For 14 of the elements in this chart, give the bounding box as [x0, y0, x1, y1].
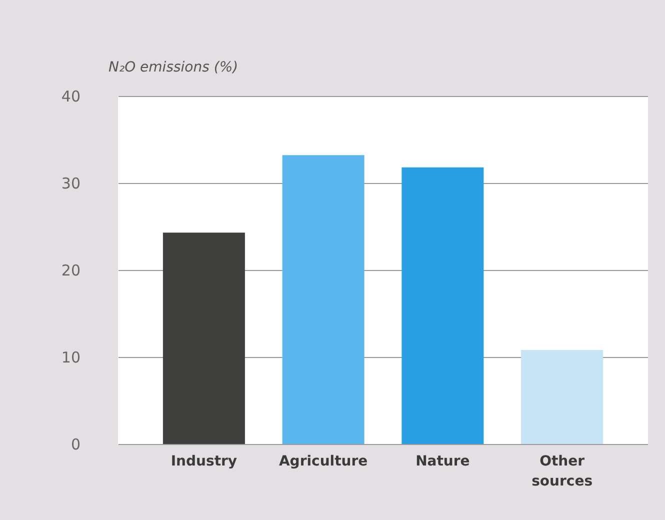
x-tick-label: Other sources	[532, 454, 593, 490]
y-tick-label: 40	[61, 88, 80, 106]
x-tick-label: Industry	[170, 454, 238, 470]
bar	[402, 167, 484, 444]
bar	[521, 350, 604, 444]
y-tick-label: 10	[61, 348, 80, 366]
x-tick-label: Agriculture	[278, 454, 368, 470]
bar	[162, 232, 245, 444]
y-tick-label: 30	[61, 174, 80, 192]
y-tick-label: 20	[61, 262, 80, 280]
y-tick-label: 0	[70, 436, 80, 454]
y-axis-title: N₂O emissions (%)	[108, 60, 238, 76]
x-tick-label: Nature	[416, 454, 470, 470]
bar	[282, 155, 364, 444]
